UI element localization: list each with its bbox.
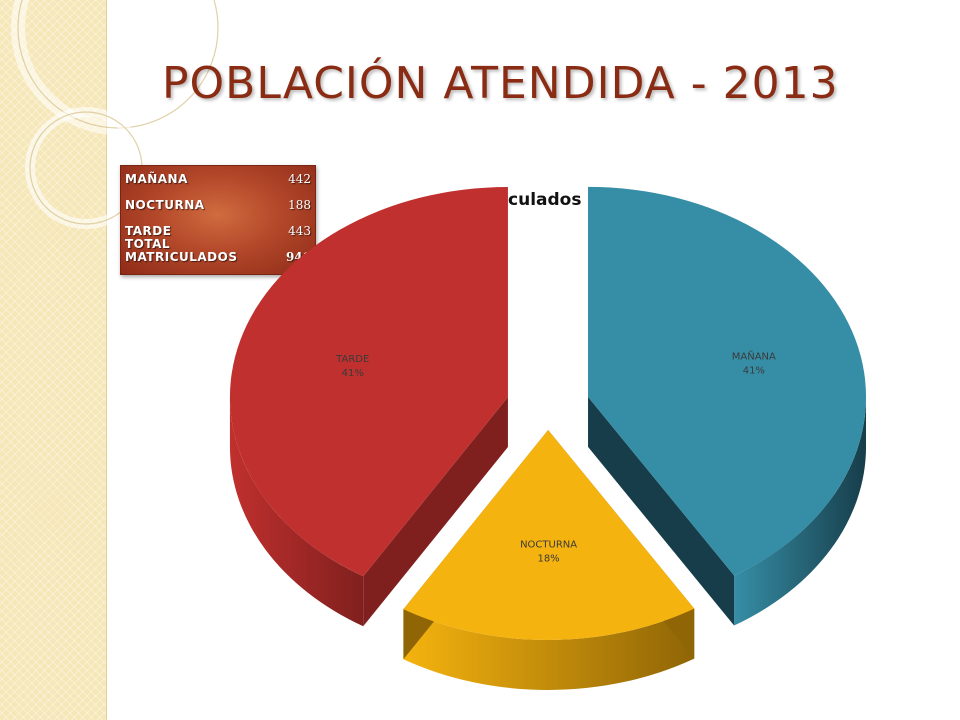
row-value: 442: [288, 172, 311, 186]
slice-label-nocturna: NOCTURNA: [520, 540, 577, 551]
row-value: 188: [288, 198, 311, 212]
pie-slice-tarde-side: [229, 396, 364, 627]
table-row: NOCTURNA 188: [125, 186, 311, 212]
row-label: TARDE: [125, 224, 172, 238]
slide-title: POBLACIÓN ATENDIDA - 2013: [162, 58, 839, 109]
slice-label-tarde: TARDE: [335, 354, 369, 365]
pie-slice-tarde-wall: [363, 396, 508, 627]
slice-percent-manana: 41%: [743, 365, 765, 376]
pie-slice-nocturna-side: [403, 608, 695, 690]
row-label: MAÑANA: [125, 172, 188, 186]
pie-slice-nocturna: [403, 429, 695, 640]
pie-slice-manana-wall: [588, 396, 735, 626]
table-row: TARDE 443: [125, 212, 311, 238]
row-label: NOCTURNA: [125, 198, 205, 212]
pie-slice-manana: [588, 186, 867, 576]
slice-label-manana: MAÑANA: [732, 349, 776, 362]
table-row: TOTAL: [125, 238, 311, 251]
row-value: 443: [288, 224, 311, 238]
summary-table: MAÑANA 442 NOCTURNA 188 TARDE 443 TOTAL …: [120, 165, 316, 275]
pie-slice-tarde: [229, 186, 508, 577]
slice-percent-nocturna: 18%: [537, 554, 559, 565]
pie-slice-manana-side: [734, 396, 867, 626]
slice-percent-tarde: 41%: [342, 368, 364, 379]
row-label: TOTAL: [125, 237, 171, 251]
table-row: MAÑANA 442: [125, 170, 311, 186]
row-label: MATRICULADOS: [125, 250, 238, 264]
